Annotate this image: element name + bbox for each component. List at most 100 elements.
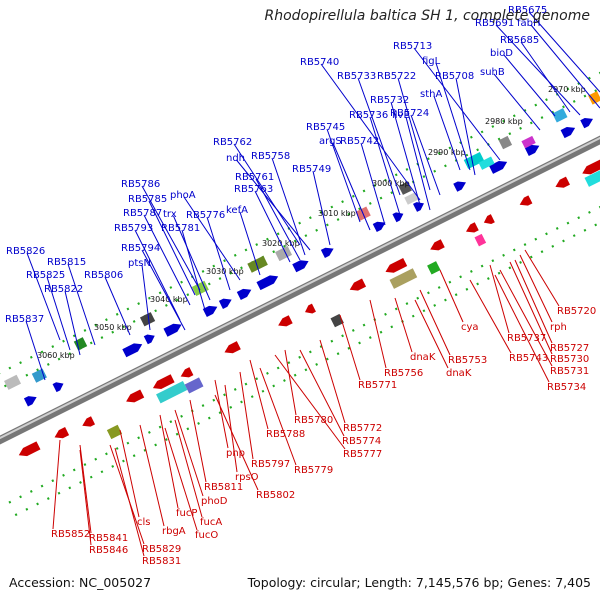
reverse-gene xyxy=(430,239,445,251)
gene-box xyxy=(498,135,513,150)
gene-box xyxy=(156,380,188,404)
bottom-gene-leader xyxy=(189,399,207,483)
reverse-gene-shape xyxy=(304,303,316,314)
forward-gene-shape xyxy=(413,202,424,212)
bottom-gene-label: dnaK xyxy=(446,368,472,379)
gene-box xyxy=(521,135,536,149)
top-gene-label: ptsN xyxy=(128,258,151,269)
reverse-gene xyxy=(180,367,194,378)
reverse-gene-shape xyxy=(82,416,96,427)
bottom-gene-label: dnaK xyxy=(410,352,436,363)
top-gene-label: RB5825 xyxy=(26,270,65,281)
top-gene-leader xyxy=(332,142,371,231)
forward-gene-shape xyxy=(218,298,232,309)
bottom-gene-label: RB5829 xyxy=(142,544,181,555)
gene-box xyxy=(184,377,204,394)
bottom-gene-leader xyxy=(299,349,345,437)
gene-box-shape xyxy=(427,261,441,275)
top-gene-label: RB5822 xyxy=(44,284,83,295)
bottom-gene-leader xyxy=(52,439,61,530)
gene-box-shape xyxy=(404,192,419,205)
tick-label: 3010 kbp xyxy=(318,209,356,218)
forward-gene xyxy=(236,288,252,301)
top-gene-label: RB5806 xyxy=(84,270,123,281)
top-gene-label: RB5785 xyxy=(128,194,167,205)
reverse-gene-shape xyxy=(465,222,479,233)
forward-gene-shape xyxy=(560,126,576,139)
top-gene-label: trx xyxy=(163,209,177,220)
top-gene-leader xyxy=(134,229,181,321)
bottom-gene-label: RB5841 xyxy=(89,533,128,544)
top-gene-leader xyxy=(320,63,421,201)
reverse-gene xyxy=(82,416,96,427)
bottom-gene-label: RB5831 xyxy=(142,556,181,567)
forward-gene-shape xyxy=(392,212,404,223)
tick-label: 3060 kbp xyxy=(37,351,75,360)
top-gene-leader xyxy=(503,54,556,117)
top-gene-leader xyxy=(143,214,191,306)
top-gene-label: RB5722 xyxy=(377,71,416,82)
top-gene-label: sthA xyxy=(420,89,442,100)
genome-backbone-highlight xyxy=(0,136,600,440)
forward-gene xyxy=(560,126,576,139)
bottom-gene-leader xyxy=(159,414,179,509)
top-gene-leader xyxy=(326,128,361,223)
top-gene-leader xyxy=(433,95,461,171)
top-gene-label: fabH xyxy=(517,18,541,29)
gene-box-shape xyxy=(156,380,188,404)
top-gene-leader xyxy=(239,211,261,276)
forward-gene xyxy=(320,247,334,258)
reverse-gene-shape xyxy=(582,159,600,175)
gene-box xyxy=(404,192,419,205)
top-gene-leader xyxy=(520,41,571,113)
gene-box-shape xyxy=(106,424,123,440)
gene-box xyxy=(474,233,487,247)
reverse-gene xyxy=(519,195,533,206)
reverse-gene xyxy=(483,214,495,224)
top-gene-leader xyxy=(360,142,386,226)
bottom-gene-leader xyxy=(319,339,346,424)
bottom-gene-leader xyxy=(369,299,387,369)
bottom-gene-label: fucA xyxy=(200,517,222,528)
forward-gene-shape xyxy=(292,260,309,273)
forward-gene-shape xyxy=(52,382,64,393)
forward-gene-shape xyxy=(256,275,279,291)
gene-box-shape xyxy=(463,151,485,169)
forward-gene-shape xyxy=(320,247,334,258)
bottom-gene-leader xyxy=(139,424,165,527)
bottom-gene-label: cya xyxy=(461,322,479,333)
top-gene-leader xyxy=(141,249,186,331)
top-gene-label: RB5708 xyxy=(435,71,474,82)
top-gene-leader xyxy=(530,24,600,109)
bottom-gene-leader xyxy=(114,447,145,557)
top-gene-leader xyxy=(206,216,231,291)
gene-box xyxy=(139,312,156,327)
bottom-gene-label: RB5743 xyxy=(509,353,548,364)
bottom-gene-label: RB5771 xyxy=(358,380,397,391)
forward-gene xyxy=(372,221,386,233)
bottom-gene-label: cls xyxy=(137,517,151,528)
bottom-gene-leader xyxy=(214,394,259,491)
top-gene-label: RB5724 xyxy=(390,108,429,119)
gene-box xyxy=(478,156,495,170)
bottom-gene-label: rpsO xyxy=(235,472,259,483)
bottom-gene-leader xyxy=(439,269,464,323)
top-gene-leader xyxy=(181,229,206,311)
forward-gene-shape xyxy=(202,305,218,318)
gene-box-shape xyxy=(474,233,487,247)
guide-dotted-line xyxy=(0,71,600,375)
gene-box xyxy=(191,280,209,296)
gene-box-shape xyxy=(31,368,47,383)
forward-gene-shape xyxy=(453,181,466,192)
bottom-gene-leader xyxy=(274,354,346,450)
gene-box xyxy=(463,151,485,169)
bottom-gene-leader xyxy=(339,314,361,381)
forward-gene-shape xyxy=(122,343,143,358)
top-gene-leader xyxy=(141,264,151,331)
gene-box xyxy=(4,374,22,390)
reverse-gene-shape xyxy=(54,427,70,439)
bottom-gene-leader xyxy=(214,379,229,449)
bottom-gene-label: RB5811 xyxy=(204,482,243,493)
reverse-gene xyxy=(18,441,41,457)
